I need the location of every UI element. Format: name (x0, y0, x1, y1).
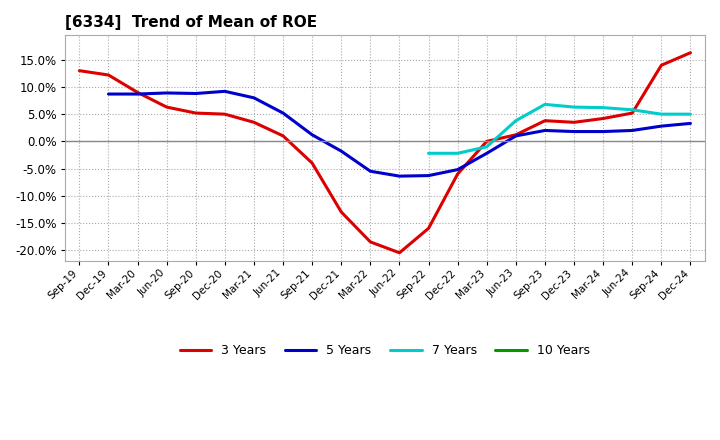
3 Years (220, 111, 229, 117)
5 Years (628, 128, 636, 133)
3 Years (686, 50, 695, 55)
5 Years (308, 132, 317, 137)
5 Years (511, 133, 520, 139)
5 Years (454, 167, 462, 172)
3 Years (511, 132, 520, 137)
7 Years (570, 104, 578, 110)
5 Years (395, 173, 404, 179)
3 Years (454, 171, 462, 176)
3 Years (482, 139, 491, 144)
3 Years (308, 161, 317, 166)
7 Years (599, 105, 608, 110)
7 Years (541, 102, 549, 107)
3 Years (541, 118, 549, 123)
3 Years (133, 90, 142, 95)
7 Years (657, 111, 666, 117)
5 Years (482, 150, 491, 156)
5 Years (192, 91, 200, 96)
3 Years (570, 120, 578, 125)
7 Years (424, 150, 433, 156)
7 Years (454, 150, 462, 156)
5 Years (250, 95, 258, 100)
Line: 3 Years: 3 Years (79, 53, 690, 253)
7 Years (686, 111, 695, 117)
5 Years (162, 90, 171, 95)
3 Years (599, 116, 608, 121)
Line: 5 Years: 5 Years (109, 92, 690, 176)
5 Years (337, 148, 346, 154)
3 Years (162, 104, 171, 110)
5 Years (104, 92, 113, 97)
5 Years (220, 89, 229, 94)
3 Years (192, 110, 200, 116)
3 Years (628, 110, 636, 116)
3 Years (75, 68, 84, 73)
5 Years (570, 129, 578, 134)
Line: 7 Years: 7 Years (428, 104, 690, 153)
3 Years (104, 72, 113, 77)
Text: [6334]  Trend of Mean of ROE: [6334] Trend of Mean of ROE (65, 15, 317, 30)
3 Years (395, 250, 404, 255)
7 Years (511, 118, 520, 123)
Legend: 3 Years, 5 Years, 7 Years, 10 Years: 3 Years, 5 Years, 7 Years, 10 Years (175, 339, 595, 363)
5 Years (599, 129, 608, 134)
3 Years (279, 133, 287, 139)
5 Years (686, 121, 695, 126)
3 Years (657, 62, 666, 68)
3 Years (337, 209, 346, 215)
3 Years (366, 239, 374, 245)
7 Years (482, 144, 491, 150)
3 Years (250, 120, 258, 125)
5 Years (366, 169, 374, 174)
3 Years (424, 226, 433, 231)
5 Years (133, 92, 142, 97)
5 Years (541, 128, 549, 133)
7 Years (628, 107, 636, 113)
5 Years (657, 124, 666, 129)
5 Years (424, 173, 433, 178)
5 Years (279, 110, 287, 116)
